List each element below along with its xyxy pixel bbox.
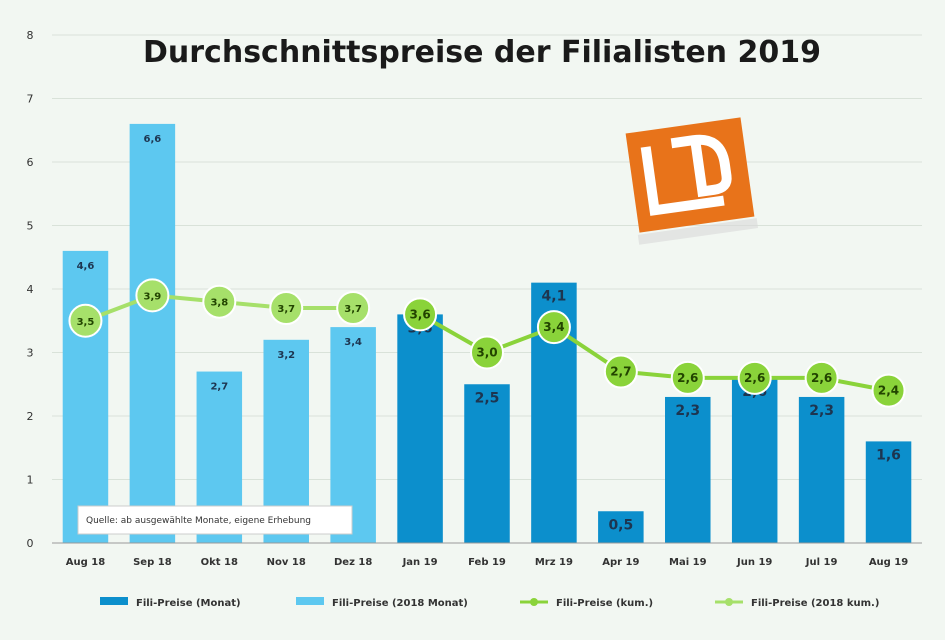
legend-label: Fili-Preise (kum.) (556, 598, 653, 609)
legend: Fili-Preise (Monat) Fili-Preise (2018 Mon… (100, 597, 879, 609)
data-point (536, 310, 571, 345)
x-tick-label: Feb 19 (468, 557, 506, 568)
bar (129, 123, 176, 544)
point-value-label: 2,6 (744, 371, 765, 385)
ld-logo-shadow (637, 218, 759, 245)
data-point (68, 303, 103, 338)
ld-logo-mark (625, 117, 759, 245)
point-value-label: 2,7 (610, 365, 631, 379)
y-tick-label: 7 (27, 93, 34, 106)
bar-value-label: 2,5 (475, 390, 500, 406)
source-note-box (77, 505, 353, 535)
data-point (336, 291, 371, 326)
bar (865, 441, 912, 543)
x-tick-label: Jun 19 (736, 557, 772, 568)
bar (598, 511, 644, 543)
point-value-label: 3,7 (344, 304, 362, 315)
point-value-label: 3,9 (144, 291, 162, 302)
data-point (135, 278, 170, 313)
x-axis: Aug 18 Sep 18 Okt 18 Nov 18 Dez 18 Jan 19 Feb … (52, 542, 922, 568)
source-note-text: Quelle: ab ausgewählte Monate, eigene Er… (86, 516, 311, 526)
bar-value-label: 2,3 (675, 403, 700, 419)
data-point (804, 360, 839, 395)
bars: 3,6 2,5 4,1 0,5 2,3 2,6 2,3 1,6 4,6 6,6 2,7 3,2 3,4 (62, 123, 912, 544)
legend-swatch (296, 597, 324, 605)
y-tick-label: 8 (27, 29, 34, 42)
x-tick-label: Jan 19 (402, 557, 438, 568)
chart-title: Durchschnittspreise der Filialisten 2019 (143, 35, 821, 70)
point-value-label: 3,0 (476, 346, 497, 360)
legend-label: Fili-Preise (2018 kum.) (751, 598, 879, 609)
legend-label: Fili-Preise (2018 Monat) (332, 598, 468, 609)
point-value-label: 3,5 (77, 317, 95, 328)
x-tick-label: Apr 19 (602, 557, 639, 568)
point-value-label: 2,6 (677, 371, 698, 385)
bar-value-label: 0,5 (608, 517, 633, 533)
bar-value-label: 3,2 (277, 350, 295, 361)
ld-logo (625, 117, 759, 245)
x-tick-label: Dez 18 (334, 557, 372, 568)
bar (798, 396, 845, 543)
data-point (269, 291, 304, 326)
lines: 3,6 3,0 3,4 2,7 2,6 2,6 2,6 2,4 3,5 3,9 3,8 3,7 3,7 (68, 278, 906, 408)
data-point (202, 284, 237, 319)
bar-value-label: 4,6 (77, 261, 95, 272)
ld-logo-l (640, 146, 725, 216)
y-tick-label: 1 (27, 474, 34, 487)
data-point (871, 373, 906, 408)
bar-value-label: 2,3 (809, 403, 834, 419)
x-tick-label: Aug 18 (66, 557, 105, 568)
point-value-label: 2,6 (811, 371, 832, 385)
x-tick-label: Sep 18 (133, 557, 172, 568)
y-tick-label: 3 (27, 347, 34, 360)
point-value-label: 3,8 (210, 298, 228, 309)
data-point (470, 335, 504, 370)
x-tick-label: Nov 18 (267, 557, 306, 568)
ld-logo-d (670, 134, 732, 198)
data-point (403, 297, 438, 332)
bar-value-label: 1,6 (876, 447, 901, 463)
legend-marker (530, 598, 538, 606)
bar (464, 384, 510, 543)
y-axis: 0 1 2 3 4 5 6 7 8 (27, 29, 34, 550)
y-tick-label: 0 (27, 537, 34, 550)
source-note: Quelle: ab ausgewählte Monate, eigene Er… (77, 505, 353, 535)
y-tick-label: 5 (27, 220, 34, 233)
data-point (603, 354, 638, 389)
point-value-label: 3,4 (543, 320, 564, 334)
point-value-label: 2,4 (878, 384, 899, 398)
x-tick-label: Mrz 19 (535, 557, 573, 568)
legend-swatch (100, 597, 128, 605)
y-tick-label: 6 (27, 156, 34, 169)
bar (397, 314, 443, 543)
bar (731, 377, 778, 543)
bar (665, 396, 711, 543)
y-tick-label: 2 (27, 410, 34, 423)
bar-value-label: 3,4 (344, 337, 362, 348)
point-value-label: 3,7 (277, 304, 295, 315)
legend-label: Fili-Preise (Monat) (136, 598, 241, 609)
x-tick-label: Jul 19 (805, 557, 838, 568)
bar-value-label: 6,6 (144, 134, 162, 145)
bar-value-label: 4,1 (542, 289, 567, 305)
bar-value-label: 2,7 (210, 382, 228, 393)
x-tick-label: Aug 19 (869, 557, 908, 568)
data-point (737, 360, 772, 395)
y-tick-label: 4 (27, 283, 34, 296)
x-tick-label: Mai 19 (669, 557, 707, 568)
point-value-label: 3,6 (409, 307, 430, 321)
bar (62, 250, 109, 543)
x-tick-label: Okt 18 (201, 557, 238, 568)
legend-marker (725, 598, 733, 606)
data-point (670, 360, 705, 395)
